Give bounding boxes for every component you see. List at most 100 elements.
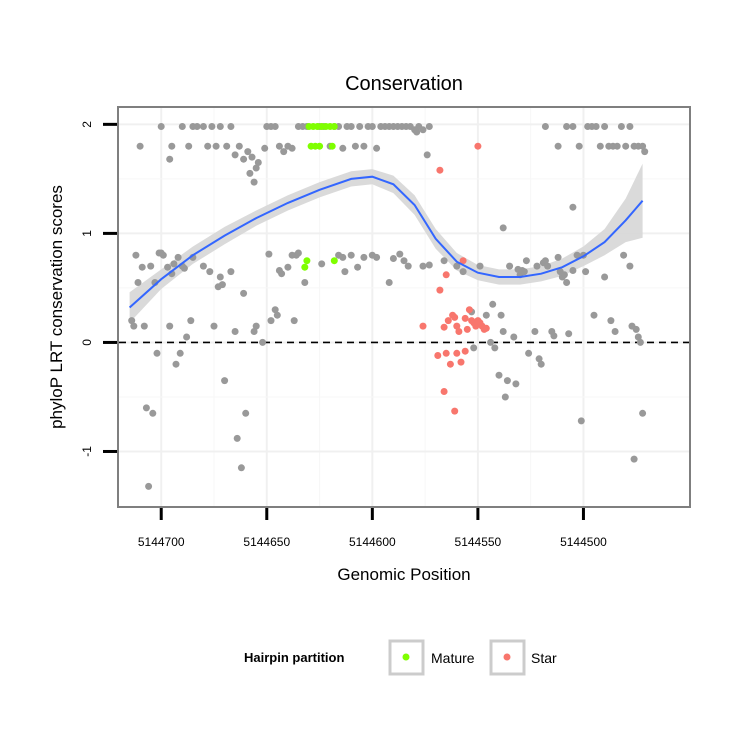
data-point-other [425,261,433,269]
data-point-star [442,271,450,279]
data-point-other [149,409,157,417]
data-point-star [463,325,471,333]
data-point-other [185,142,193,150]
data-point-other [501,393,509,401]
data-point-other [140,322,148,330]
data-point-other [491,344,499,352]
data-point-other [280,148,288,156]
data-point-other [250,328,258,335]
data-point-other [495,371,503,379]
data-point-other [503,377,511,385]
data-point-other [544,262,552,270]
data-point-other [569,267,577,274]
data-point-star [461,347,469,355]
data-point-other [620,251,628,259]
data-point-mature [316,142,324,150]
data-point-other [565,330,573,338]
data-point-other [459,268,467,276]
data-point-other [216,123,224,130]
data-point-other [476,262,484,270]
data-point-other [470,344,478,352]
data-point-other [166,322,174,330]
data-point-other [385,279,393,286]
data-point-other [419,126,427,134]
data-point-other [389,255,397,262]
x-tick-label: 5144550 [455,535,502,549]
data-point-other [130,322,138,330]
data-point-other [550,332,558,340]
y-tick-label: -1 [80,446,94,457]
data-point-other [221,377,229,385]
data-point-other [290,317,298,325]
data-point-other [613,142,621,150]
data-point-other [396,250,404,258]
data-point-other [634,333,642,341]
data-point-mature [328,142,336,150]
data-point-other [142,404,150,412]
data-point-other [626,262,634,270]
data-point-other [607,317,615,325]
data-point-star [436,286,444,294]
data-point-other [134,279,142,286]
data-point-star [461,314,469,322]
data-point-other [554,142,562,150]
data-point-other [170,260,178,268]
data-point-mature [330,123,338,130]
y-tick-label: 0 [80,339,94,346]
ribbon-area [129,163,643,323]
data-point-other [164,263,172,271]
data-point-mature [330,257,338,265]
data-point-other [252,164,260,172]
legend-label-star: Star [531,650,557,666]
data-point-other [341,268,349,276]
data-point-other [577,417,585,425]
data-point-other [641,148,649,156]
data-point-other [425,123,433,130]
data-point-other [554,253,562,261]
data-point-other [339,144,347,152]
data-point-other [237,464,245,472]
data-point-other [206,268,214,276]
data-point-other [218,281,226,289]
data-point-other [159,251,167,259]
data-point-other [423,151,431,159]
data-point-other [157,123,165,130]
data-point-other [537,360,545,368]
data-point-other [563,123,571,130]
data-point-star [419,322,427,330]
data-point-other [216,273,224,281]
data-point-other [248,153,256,161]
data-point-other [265,250,273,258]
data-point-other [166,155,174,163]
data-point-other [347,123,355,130]
data-point-other [535,355,543,363]
data-point-other [254,159,262,166]
data-point-star [457,358,465,366]
data-point-star [451,313,459,321]
data-point-other [596,142,604,150]
data-point-other [210,322,218,330]
y-axis-title: phyloP LRT conservation scores [47,185,66,429]
data-point-other [569,203,577,211]
data-point-star [436,166,444,174]
data-point-other [360,253,368,261]
data-point-other [174,253,182,261]
grid-lines [119,108,689,506]
data-point-other [172,360,180,368]
data-point-other [240,289,248,297]
confidence-ribbon [129,163,643,323]
data-point-other [611,328,619,335]
data-point-other [499,328,507,335]
data-point-other [183,333,191,341]
data-point-other [153,349,161,357]
data-point-other [506,262,514,270]
data-point-other [212,142,220,150]
data-point-other [271,123,279,130]
data-point-other [510,333,518,341]
data-point-other [639,142,647,150]
data-point-star [453,349,461,357]
data-point-other [250,178,258,186]
data-point-other [373,253,381,261]
x-tick-label: 5144650 [243,535,290,549]
data-point-other [231,328,239,335]
